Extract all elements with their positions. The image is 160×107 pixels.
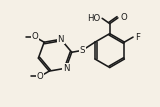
Text: S: S: [80, 46, 85, 55]
Text: N: N: [58, 35, 64, 44]
Text: HO: HO: [87, 14, 101, 23]
Text: O: O: [121, 13, 127, 22]
Text: N: N: [63, 64, 69, 73]
Text: F: F: [135, 33, 140, 42]
Text: O: O: [36, 72, 43, 81]
Text: O: O: [32, 32, 38, 41]
